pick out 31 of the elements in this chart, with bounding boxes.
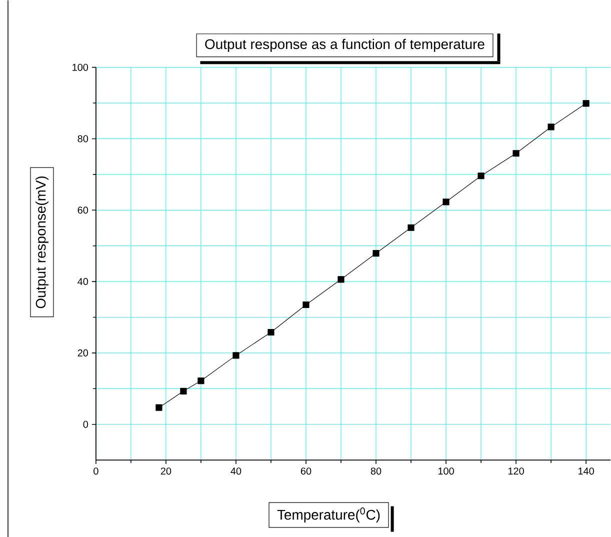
x-tick-label: 40 bbox=[230, 467, 242, 474]
y-tick-label: 0 bbox=[83, 420, 88, 428]
point bbox=[548, 123, 554, 130]
point bbox=[268, 328, 274, 336]
point bbox=[582, 100, 590, 106]
y-tick-label: 40 bbox=[78, 278, 88, 285]
point bbox=[408, 224, 414, 231]
x-tick-label: 0 bbox=[94, 467, 98, 474]
point bbox=[302, 301, 310, 308]
point bbox=[512, 150, 520, 156]
x-tick-label: 100 bbox=[438, 467, 454, 474]
x-axis-title: Temperature($^{0}$C) bbox=[277, 507, 380, 522]
point bbox=[478, 172, 484, 179]
point bbox=[372, 250, 380, 256]
x-tick-label: 80 bbox=[370, 467, 382, 474]
x-tick-label: 120 bbox=[508, 467, 524, 474]
point bbox=[338, 276, 344, 283]
point bbox=[180, 388, 187, 394]
x-tick-label: 60 bbox=[300, 467, 312, 474]
point bbox=[156, 404, 162, 411]
point bbox=[232, 352, 240, 359]
y-tick-label: 80 bbox=[78, 135, 88, 142]
y-tick-label: 20 bbox=[78, 349, 88, 356]
chart-title: Output response as a function of temperature bbox=[205, 38, 484, 52]
x-tick-label: 140 bbox=[578, 467, 594, 474]
x-tick-label: 20 bbox=[160, 467, 172, 474]
point bbox=[198, 377, 204, 384]
y-tick-label: 100 bbox=[72, 64, 88, 71]
y-axis-title: Output response(mV) bbox=[35, 176, 48, 308]
y-tick-label: 60 bbox=[78, 206, 88, 214]
point bbox=[442, 198, 450, 206]
